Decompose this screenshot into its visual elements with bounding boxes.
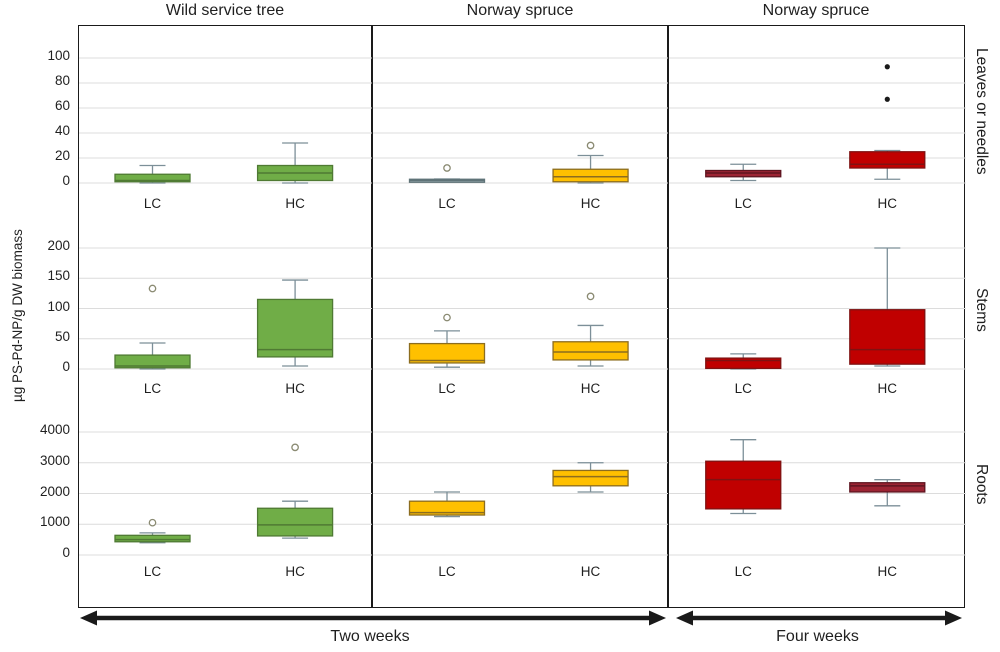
box-stems-lc (408, 313, 486, 368)
box-roots-hc (849, 479, 926, 507)
box-roots-hc (256, 443, 334, 539)
y-tick-label: 3000 (39, 452, 70, 468)
y-tick-label: 0 (62, 173, 70, 188)
category-label-lc: LC (734, 564, 752, 579)
category-label-hc: HC (877, 381, 898, 396)
panel-norway-spruce-two-weeks: LC HC LC HC LC HC (372, 25, 669, 608)
box-stems-hc (552, 292, 629, 367)
box-roots-hc (552, 462, 629, 493)
row-label-roots: Roots (973, 464, 990, 505)
category-label-lc: LC (143, 564, 162, 579)
category-label-hc: HC (285, 196, 305, 211)
y-tick-label: 20 (54, 148, 70, 163)
boxplot-canvas (373, 57, 669, 556)
category-label-hc: HC (877, 196, 898, 211)
box-stems-lc (114, 284, 191, 370)
box-stems-lc (705, 353, 782, 370)
y-tick-label: 80 (54, 73, 70, 88)
panel-wild-service-tree: LC HC LC HC LC HC (78, 25, 373, 608)
y-axis-label: µg PS-Pd-NP/g DW biomass (10, 229, 25, 402)
category-label-lc: LC (734, 381, 752, 396)
y-tick-label: 0 (62, 545, 70, 560)
panel-norway-spruce-four-weeks: LC HC LC HC LC HC (668, 25, 966, 608)
category-label-lc: LC (438, 564, 456, 579)
box-stems-hc (256, 279, 334, 367)
y-tick-label: 50 (54, 328, 70, 344)
column-title-norway-spruce-two-weeks: Norway spruce (466, 2, 574, 19)
boxplot-canvas (669, 57, 966, 556)
two-weeks-arrow (80, 610, 666, 626)
box-leaves-or-needles-hc (849, 64, 926, 180)
four-weeks-label: Four weeks (776, 628, 859, 645)
category-label-lc: LC (143, 196, 162, 211)
box-leaves-or-needles-lc (408, 164, 486, 183)
category-label-hc: HC (580, 381, 601, 396)
y-tick-label: 0 (62, 359, 70, 374)
timeline-arrows (80, 610, 962, 626)
category-label-hc: HC (285, 381, 305, 396)
category-label-lc: LC (143, 381, 162, 396)
y-tick-label: 1000 (39, 514, 70, 530)
category-label-lc: LC (734, 196, 752, 211)
box-leaves-or-needles-hc (552, 141, 629, 184)
four-weeks-arrow (676, 610, 962, 626)
y-tick-label: 2000 (39, 483, 70, 499)
y-tick-label: 100 (47, 298, 70, 314)
y-tick-label: 150 (47, 268, 70, 284)
box-roots-lc (408, 491, 486, 518)
y-tick-label: 200 (47, 238, 70, 253)
category-label-lc: LC (438, 381, 456, 396)
box-stems-hc (849, 247, 926, 367)
category-label-hc: HC (285, 564, 305, 579)
y-tick-label: 4000 (39, 422, 70, 437)
category-label-hc: HC (877, 564, 898, 579)
column-title-wild-service-tree: Wild service tree (165, 2, 285, 19)
y-tick-label: 100 (47, 48, 70, 63)
box-roots-lc (705, 439, 782, 515)
y-tick-label: 40 (54, 123, 70, 138)
column-title-norway-spruce-four-weeks: Norway spruce (762, 2, 870, 19)
two-weeks-label: Two weeks (330, 628, 410, 645)
category-label-hc: HC (580, 196, 601, 211)
box-leaves-or-needles-lc (705, 163, 782, 182)
y-tick-label: 60 (54, 98, 70, 113)
category-label-lc: LC (438, 196, 456, 211)
boxplot-canvas (79, 57, 373, 556)
row-label-leaves-or-needles: Leaves or needles (973, 48, 990, 175)
box-roots-lc (114, 518, 191, 544)
box-leaves-or-needles-lc (114, 164, 191, 184)
row-label-stems: Stems (973, 288, 990, 332)
box-leaves-or-needles-hc (256, 142, 334, 184)
category-label-hc: HC (580, 564, 601, 579)
